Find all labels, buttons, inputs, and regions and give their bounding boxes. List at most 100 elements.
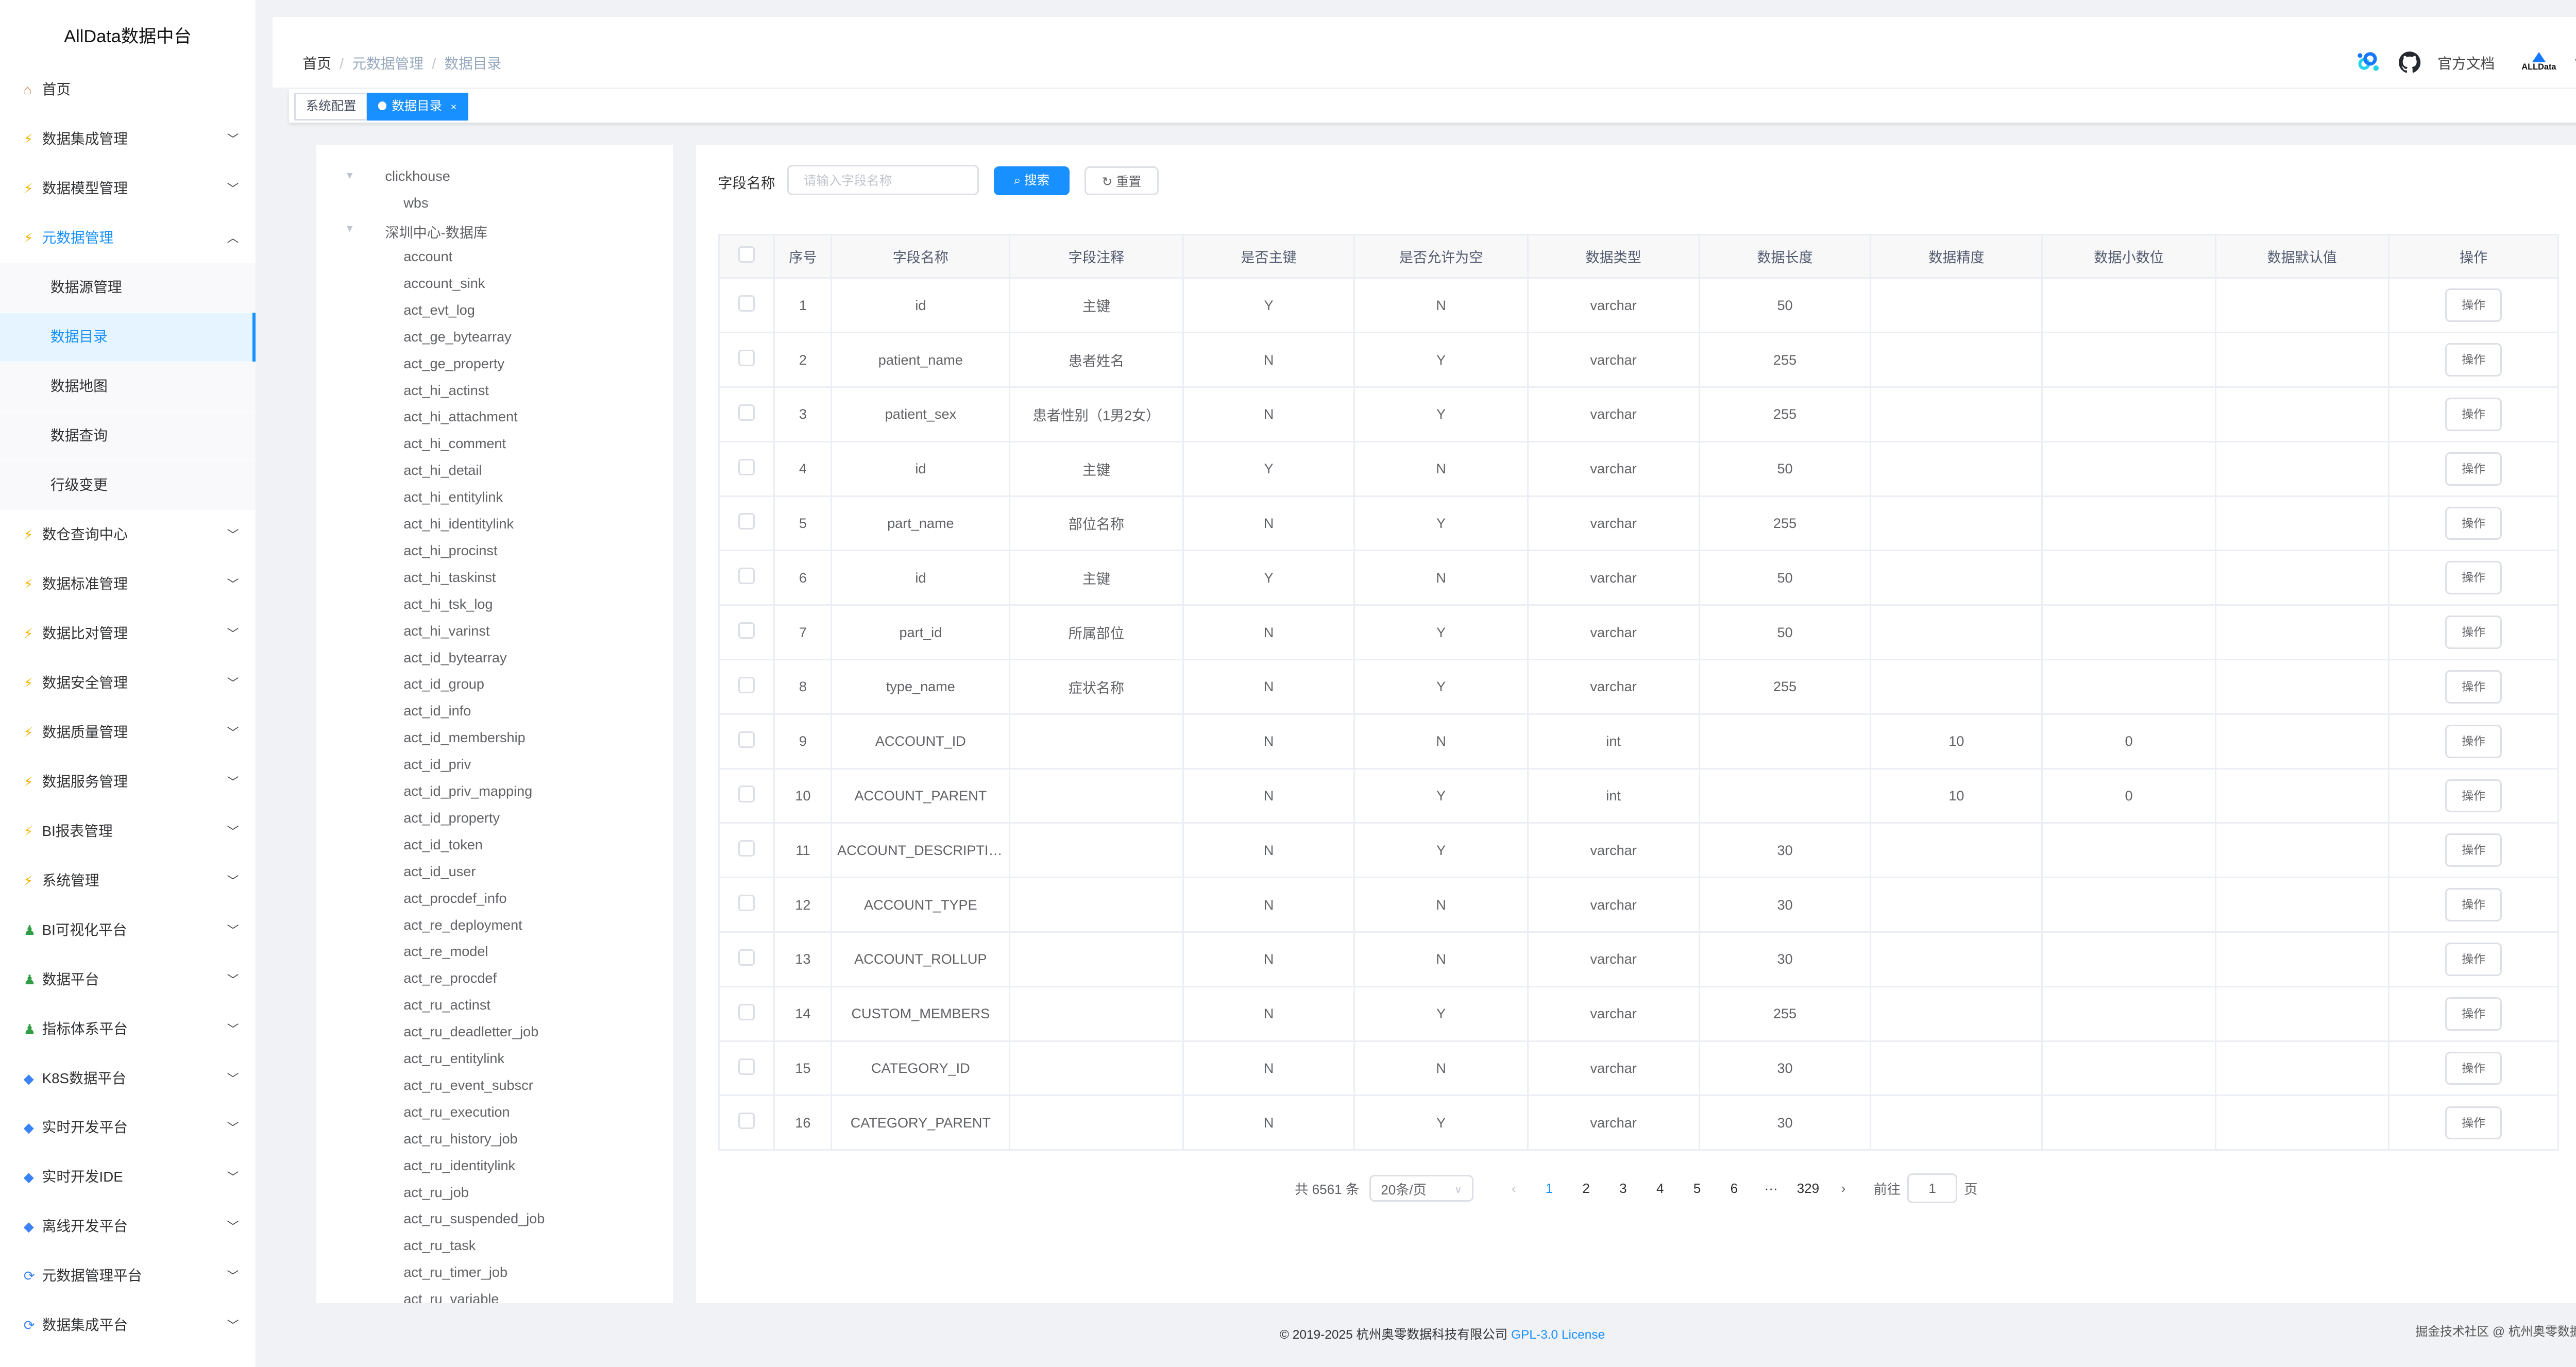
- tree-node[interactable]: act_ru_suspended_job: [403, 1210, 545, 1227]
- sidebar-item[interactable]: ♟ BI可视化平台 ﹀: [0, 906, 256, 955]
- row-action-button[interactable]: 操作: [2445, 397, 2502, 431]
- row-checkbox[interactable]: [738, 731, 755, 748]
- tree-node[interactable]: act_ru_event_subscr: [403, 1076, 533, 1093]
- row-checkbox[interactable]: [738, 895, 755, 912]
- tree-node[interactable]: act_id_bytearray: [403, 649, 507, 665]
- row-action-button[interactable]: 操作: [2445, 997, 2502, 1031]
- row-checkbox-cell[interactable]: [718, 767, 775, 824]
- tree-node[interactable]: act_hi_tsk_log: [403, 595, 493, 612]
- goto-page-input[interactable]: 1: [1907, 1173, 1958, 1204]
- sidebar-item[interactable]: ⟳ 数据集成平台 ﹀: [0, 1301, 256, 1350]
- row-action-button[interactable]: 操作: [2445, 888, 2502, 921]
- tree-node[interactable]: act_hi_identitylink: [403, 516, 514, 532]
- tree-node[interactable]: act_hi_actinst: [403, 382, 489, 398]
- tree-node[interactable]: act_hi_attachment: [403, 408, 518, 425]
- sidebar-item[interactable]: ♟ 指标体系平台 ﹀: [0, 1005, 256, 1054]
- row-checkbox-cell[interactable]: [718, 332, 775, 388]
- tag-close-icon[interactable]: ×: [450, 101, 457, 113]
- tree-node[interactable]: act_hi_procinst: [403, 542, 498, 558]
- row-action-button[interactable]: 操作: [2445, 288, 2502, 322]
- tree-node[interactable]: act_ru_variable: [403, 1291, 499, 1303]
- tree-node[interactable]: act_ru_identitylink: [403, 1157, 516, 1173]
- page-number[interactable]: 1: [1545, 1180, 1553, 1196]
- tree-node[interactable]: act_ru_timer_job: [403, 1264, 508, 1280]
- page-number[interactable]: 3: [1619, 1180, 1627, 1196]
- page-number[interactable]: 329: [1797, 1180, 1820, 1196]
- row-action-button[interactable]: 操作: [2445, 1106, 2502, 1140]
- tree-node[interactable]: act_ru_deadletter_job: [403, 1023, 539, 1040]
- row-checkbox[interactable]: [738, 1113, 755, 1130]
- sidebar-item[interactable]: ♟ 数据平台 ﹀: [0, 955, 256, 1004]
- row-action-button[interactable]: 操作: [2445, 833, 2502, 867]
- page-number[interactable]: 4: [1656, 1180, 1664, 1196]
- tree-node[interactable]: act_hi_detail: [403, 462, 482, 479]
- row-action-button[interactable]: 操作: [2445, 943, 2502, 976]
- search-button[interactable]: ⌕ 搜索: [994, 166, 1070, 195]
- sidebar-item[interactable]: ⚡ 数据比对管理 ﹀: [0, 609, 256, 658]
- page-number[interactable]: 2: [1582, 1180, 1590, 1196]
- sidebar-item[interactable]: ◆ 实时开发平台 ﹀: [0, 1103, 256, 1152]
- row-action-button[interactable]: 操作: [2445, 724, 2502, 758]
- row-checkbox[interactable]: [738, 295, 755, 312]
- prev-page-button[interactable]: ‹: [1511, 1180, 1516, 1196]
- tree-node[interactable]: act_ru_job: [403, 1184, 469, 1200]
- row-checkbox-cell[interactable]: [718, 822, 775, 879]
- page-number[interactable]: 6: [1730, 1180, 1738, 1196]
- row-action-button[interactable]: 操作: [2445, 670, 2502, 704]
- row-checkbox-cell[interactable]: [718, 985, 775, 1042]
- tree-node[interactable]: wbs: [403, 195, 429, 211]
- row-action-button[interactable]: 操作: [2445, 561, 2502, 595]
- sidebar-item[interactable]: ⚡ 数仓查询中心 ﹀: [0, 510, 256, 559]
- tree-node[interactable]: 深圳中心-数据库: [385, 225, 488, 241]
- sidebar-item[interactable]: ◆ 实时开发IDE ﹀: [0, 1153, 256, 1202]
- tree-node[interactable]: act_ge_property: [403, 355, 505, 371]
- row-checkbox-cell[interactable]: [718, 277, 775, 334]
- row-checkbox-cell[interactable]: [718, 440, 775, 497]
- row-checkbox-cell[interactable]: [718, 658, 775, 715]
- tree-node[interactable]: act_hi_taskinst: [403, 569, 496, 585]
- tree-node[interactable]: act_re_deployment: [403, 916, 522, 933]
- row-checkbox-cell[interactable]: [718, 495, 775, 552]
- tree-node[interactable]: act_ru_entitylink: [403, 1050, 505, 1067]
- sidebar-item[interactable]: ◆ K8S数据平台 ﹀: [0, 1054, 256, 1103]
- row-checkbox-cell[interactable]: [718, 1095, 775, 1151]
- row-checkbox-cell[interactable]: [718, 604, 775, 660]
- sidebar-item[interactable]: ◆ 离线开发平台 ﹀: [0, 1202, 256, 1251]
- row-action-button[interactable]: 操作: [2445, 1051, 2502, 1085]
- tree-node[interactable]: act_id_property: [403, 809, 500, 826]
- row-action-button[interactable]: 操作: [2445, 343, 2502, 377]
- row-checkbox-cell[interactable]: [718, 386, 775, 442]
- tree-node[interactable]: act_evt_log: [403, 301, 475, 318]
- row-checkbox[interactable]: [738, 1058, 755, 1075]
- row-checkbox[interactable]: [738, 840, 755, 857]
- sidebar-item[interactable]: ⚡ 数据服务管理 ﹀: [0, 758, 256, 807]
- tree-node[interactable]: act_ru_actinst: [403, 997, 490, 1013]
- more-pages-icon[interactable]: ···: [1764, 1180, 1778, 1196]
- row-checkbox-cell[interactable]: [718, 931, 775, 987]
- row-checkbox-cell[interactable]: [718, 550, 775, 606]
- tree-node[interactable]: act_procdef_info: [403, 890, 507, 906]
- row-action-button[interactable]: 操作: [2445, 506, 2502, 540]
- user-avatar-logo[interactable]: ALLData: [2521, 52, 2556, 72]
- select-all-checkbox-cell[interactable]: [718, 233, 775, 279]
- tree-node[interactable]: act_hi_comment: [403, 435, 506, 452]
- tree-node[interactable]: act_ru_execution: [403, 1103, 510, 1120]
- tree-node[interactable]: act_id_membership: [403, 729, 526, 746]
- sidebar-item[interactable]: ⚡ 数据集成管理 ﹀: [0, 115, 256, 164]
- tree-node[interactable]: act_ge_bytearray: [403, 328, 512, 345]
- sidebar-item[interactable]: ⚡ 数据安全管理 ﹀: [0, 659, 256, 708]
- row-checkbox[interactable]: [738, 785, 755, 802]
- tree-node[interactable]: act_hi_entitylink: [403, 489, 503, 505]
- tree-node[interactable]: act_id_priv: [403, 756, 471, 773]
- row-checkbox[interactable]: [738, 1003, 755, 1020]
- tree-node[interactable]: act_ru_history_job: [403, 1130, 518, 1147]
- next-page-button[interactable]: ›: [1841, 1180, 1846, 1196]
- tree-node[interactable]: act_id_info: [403, 703, 471, 719]
- tree-node[interactable]: act_id_user: [403, 863, 476, 879]
- tree-node[interactable]: account_sink: [403, 275, 485, 291]
- tree-node[interactable]: act_re_procdef: [403, 970, 497, 986]
- tree-node[interactable]: act_id_group: [403, 676, 484, 692]
- row-action-button[interactable]: 操作: [2445, 779, 2502, 813]
- row-checkbox[interactable]: [738, 622, 755, 639]
- user-dropdown-caret-icon[interactable]: ▼: [2573, 56, 2576, 68]
